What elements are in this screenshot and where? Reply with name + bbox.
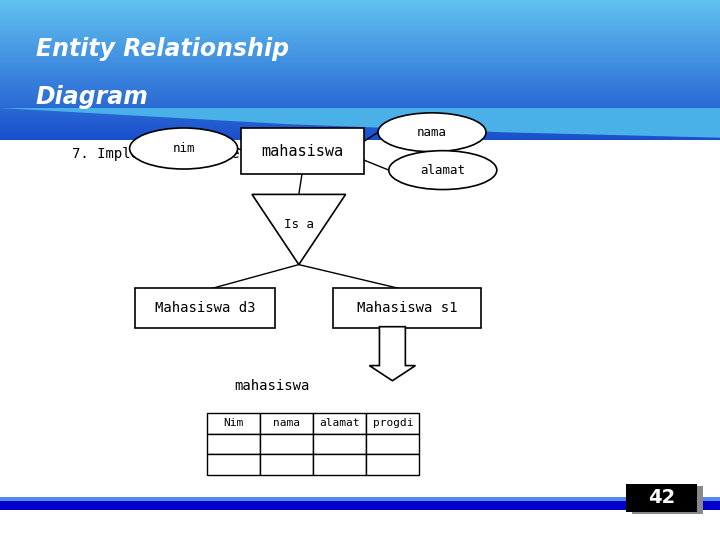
FancyBboxPatch shape: [626, 484, 697, 512]
Text: progdi: progdi: [373, 418, 413, 428]
Text: 42: 42: [648, 488, 675, 508]
FancyBboxPatch shape: [0, 501, 720, 510]
FancyBboxPatch shape: [313, 454, 366, 475]
FancyBboxPatch shape: [0, 140, 720, 540]
Text: 7. Implementasi Generalisasi: 7. Implementasi Generalisasi: [72, 147, 307, 161]
Text: nim: nim: [172, 142, 195, 155]
Text: Diagram: Diagram: [36, 85, 149, 109]
Polygon shape: [252, 194, 346, 265]
Text: Is a: Is a: [284, 218, 314, 231]
FancyBboxPatch shape: [366, 454, 419, 475]
Text: Mahasiswa s1: Mahasiswa s1: [356, 301, 457, 315]
Text: alamat: alamat: [420, 164, 465, 177]
FancyBboxPatch shape: [207, 413, 260, 434]
FancyBboxPatch shape: [0, 497, 720, 501]
FancyBboxPatch shape: [313, 413, 366, 434]
Ellipse shape: [378, 113, 486, 152]
FancyBboxPatch shape: [366, 413, 419, 434]
Text: mahasiswa: mahasiswa: [261, 144, 343, 159]
Ellipse shape: [389, 151, 497, 190]
Text: nama: nama: [273, 418, 300, 428]
Polygon shape: [0, 108, 720, 138]
FancyBboxPatch shape: [241, 128, 364, 174]
FancyBboxPatch shape: [313, 434, 366, 454]
FancyBboxPatch shape: [207, 434, 260, 454]
Text: alamat: alamat: [320, 418, 360, 428]
FancyBboxPatch shape: [333, 287, 481, 328]
Text: nama: nama: [417, 126, 447, 139]
Text: Mahasiswa d3: Mahasiswa d3: [155, 301, 256, 315]
Polygon shape: [369, 327, 415, 381]
FancyBboxPatch shape: [260, 434, 313, 454]
Text: mahasiswa: mahasiswa: [234, 379, 310, 393]
Text: Entity Relationship: Entity Relationship: [36, 37, 289, 60]
FancyBboxPatch shape: [135, 287, 275, 328]
FancyBboxPatch shape: [207, 454, 260, 475]
FancyBboxPatch shape: [260, 454, 313, 475]
FancyBboxPatch shape: [366, 434, 419, 454]
FancyBboxPatch shape: [260, 413, 313, 434]
Text: Nim: Nim: [223, 418, 243, 428]
Ellipse shape: [130, 128, 238, 169]
FancyBboxPatch shape: [632, 486, 703, 514]
